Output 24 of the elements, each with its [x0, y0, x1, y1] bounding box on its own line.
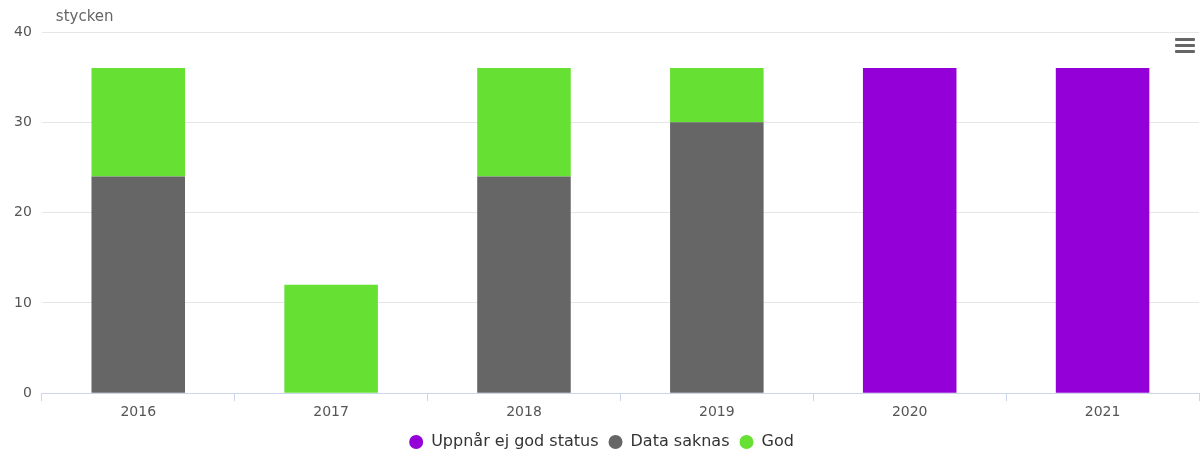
y-tick-label: 10: [13, 293, 32, 310]
x-tick-label: 2021: [1084, 403, 1121, 420]
y-tick-label: 40: [13, 22, 32, 39]
bar: [1055, 68, 1150, 393]
legend-label: God: [761, 431, 794, 451]
x-tick-label: 2018: [506, 403, 542, 420]
bar: [670, 68, 764, 123]
x-tick-label: 2020: [891, 403, 928, 420]
bar: [284, 284, 378, 393]
y-axis-title: stycken: [55, 7, 114, 26]
x-tick-label: 2019: [699, 403, 735, 420]
legend-label: Data saknas: [630, 431, 730, 451]
bar: [91, 176, 186, 393]
bar: [670, 122, 764, 393]
bar: [862, 68, 957, 393]
bar: [91, 68, 186, 177]
x-tick-label: 2016: [120, 403, 157, 420]
bar: [477, 176, 571, 393]
bar: [477, 68, 571, 177]
y-tick-label: 20: [13, 203, 32, 220]
x-tick-label: 2017: [313, 403, 349, 420]
y-tick-label: 30: [13, 112, 32, 129]
legend-label: Uppnår ej god status: [431, 431, 599, 451]
y-tick-label: 0: [22, 383, 32, 400]
